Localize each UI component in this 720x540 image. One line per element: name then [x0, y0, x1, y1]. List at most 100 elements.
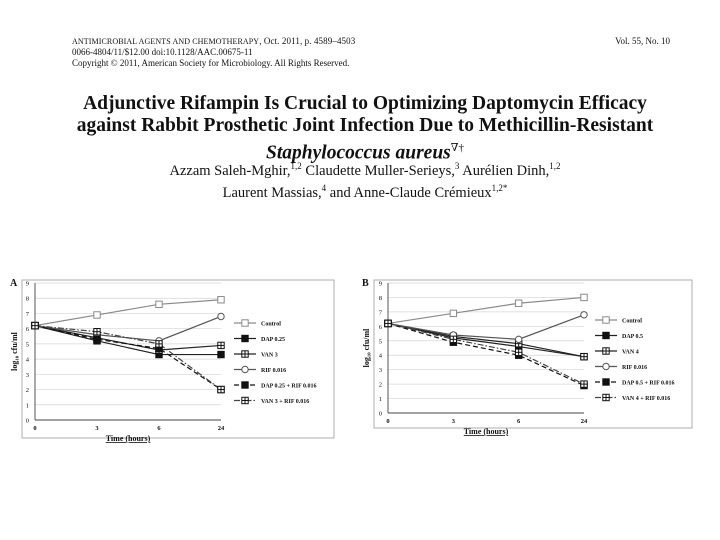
y-tick-label: 2 [26, 387, 29, 394]
volume-issue: Vol. 55, No. 10 [615, 36, 670, 46]
y-tick-label: 8 [26, 296, 29, 303]
x-tick-label: 0 [33, 425, 36, 432]
author-affiliation: 4 [321, 182, 327, 193]
authors-line-2: Laurent Massias,4 and Anne-Claude Crémie… [40, 180, 690, 202]
author-affiliation: 1,2* [491, 182, 508, 193]
legend-marker [241, 319, 249, 327]
data-point [449, 335, 458, 344]
data-point [514, 299, 523, 307]
series-line [34, 325, 222, 351]
author-affiliation: 1,2 [549, 161, 561, 171]
x-tick-label: 6 [517, 418, 521, 425]
legend-label: DAP 0.25 + RIF 0.016 [261, 383, 317, 389]
article-title: Adjunctive Rifampin Is Crucial to Optimi… [40, 93, 690, 165]
panel-label: B [362, 278, 369, 289]
legend-marker [241, 334, 249, 343]
series-line [387, 322, 585, 387]
chart-panel-b: B 0 1 2 3 4 5 6 7 8 9 0 3 6 24 Time (hours) log₁₀ cfu/ml… [362, 278, 693, 436]
author-name: and Anne-Claude Crémieux [326, 184, 492, 201]
y-axis-label: log₁₀ cfu/ml [362, 328, 371, 368]
copyright-line: Copyright © 2011, American Society for M… [72, 58, 350, 68]
y-tick-label: 7 [379, 309, 383, 316]
data-point [93, 311, 101, 319]
y-tick-label: 6 [379, 324, 383, 331]
issn-doi-line: 0066-4804/11/$12.00 doi:10.1128/AAC.0067… [72, 47, 253, 57]
y-tick-label: 1 [379, 396, 382, 403]
title-line-3: Staphylococcus aureus∇† [40, 137, 690, 165]
series-line [34, 325, 222, 391]
y-tick-label: 8 [379, 295, 382, 302]
data-point [580, 293, 588, 302]
legend-label: Control [261, 321, 281, 327]
data-point [155, 300, 163, 309]
author-affiliation: 3 [454, 161, 460, 171]
y-tick-label: 6 [26, 326, 30, 333]
data-point [580, 352, 588, 361]
y-axis-label: log₁₀ cfu/ml [10, 331, 19, 371]
figure-panel-a: A 0 1 2 3 4 5 6 7 8 9 0 3 6 24 Time (hours) log₁₀ cfu/ml… [8, 270, 343, 445]
legend-marker [602, 347, 610, 355]
data-point [31, 321, 39, 330]
data-point [217, 385, 225, 394]
data-point [514, 335, 523, 344]
data-point [155, 340, 163, 348]
legend-label: VAN 3 [261, 352, 278, 358]
figure-panel-b: B 0 1 2 3 4 5 6 7 8 9 0 3 6 24 Time (hours) log₁₀ cfu/ml… [360, 270, 700, 445]
y-tick-label: 5 [26, 341, 29, 348]
data-point [217, 341, 225, 350]
panel-label: A [10, 278, 18, 289]
data-point [580, 380, 588, 388]
series-line [387, 322, 585, 358]
x-tick-label: 24 [581, 418, 588, 425]
y-tick-label: 7 [26, 311, 30, 318]
data-point [217, 296, 225, 304]
legend-marker [602, 378, 610, 386]
legend-marker [241, 365, 249, 374]
x-axis-label: Time (hours) [464, 427, 509, 436]
legend-label: RIF 0.016 [622, 365, 647, 371]
chart-panel-a: A 0 1 2 3 4 5 6 7 8 9 0 3 6 24 Time (hours) log₁₀ cfu/ml… [10, 278, 335, 443]
y-tick-label: 4 [379, 353, 383, 360]
legend-marker [602, 393, 610, 402]
journal-line: Antimicrobial Agents and Chemotherapy, O… [72, 36, 355, 47]
y-tick-label: 0 [379, 411, 382, 418]
series-line [387, 322, 585, 358]
author-name: Aurélien Dinh, [459, 162, 550, 179]
x-tick-label: 6 [157, 425, 161, 432]
legend-label: RIF 0.016 [261, 368, 286, 374]
data-point [514, 348, 523, 357]
journal-date: , Oct. 2011, p. 4589–4503 [259, 36, 356, 46]
y-tick-label: 0 [26, 418, 29, 425]
legend-label: Control [622, 318, 642, 324]
data-point [93, 328, 101, 336]
x-tick-label: 3 [452, 418, 456, 425]
legend-label: DAP 0.25 [261, 337, 285, 343]
author-affiliation: 1,2 [290, 161, 302, 171]
x-tick-label: 3 [95, 425, 99, 432]
legend-marker [602, 331, 610, 340]
title-organism: Staphylococcus aureus [266, 142, 451, 164]
legend-marker [602, 316, 610, 324]
plot-frame [373, 279, 693, 429]
title-footnote-marks: ∇† [450, 142, 464, 154]
y-tick-label: 1 [26, 402, 29, 409]
authors-line-1: Azzam Saleh-Mghir,1,2 Claudette Muller-S… [40, 158, 690, 180]
y-tick-label: 9 [26, 281, 29, 288]
data-point [580, 311, 588, 319]
legend-label: VAN 3 + RIF 0.016 [261, 399, 309, 405]
data-point [93, 335, 101, 344]
author-list: Azzam Saleh-Mghir,1,2 Claudette Muller-S… [40, 158, 690, 202]
x-axis-label: Time (hours) [106, 434, 151, 443]
y-tick-label: 5 [379, 338, 382, 345]
x-tick-label: 0 [386, 418, 389, 425]
data-point [384, 319, 392, 328]
author-name: Claudette Muller-Serieys, [301, 162, 455, 179]
y-tick-label: 3 [379, 367, 382, 374]
plot-frame [21, 279, 335, 439]
data-point [449, 309, 458, 318]
series-line [34, 325, 221, 356]
y-tick-label: 9 [379, 281, 382, 288]
legend-label: VAN 4 [622, 349, 639, 355]
legend-marker [241, 396, 249, 405]
author-name: Laurent Massias, [222, 184, 322, 201]
